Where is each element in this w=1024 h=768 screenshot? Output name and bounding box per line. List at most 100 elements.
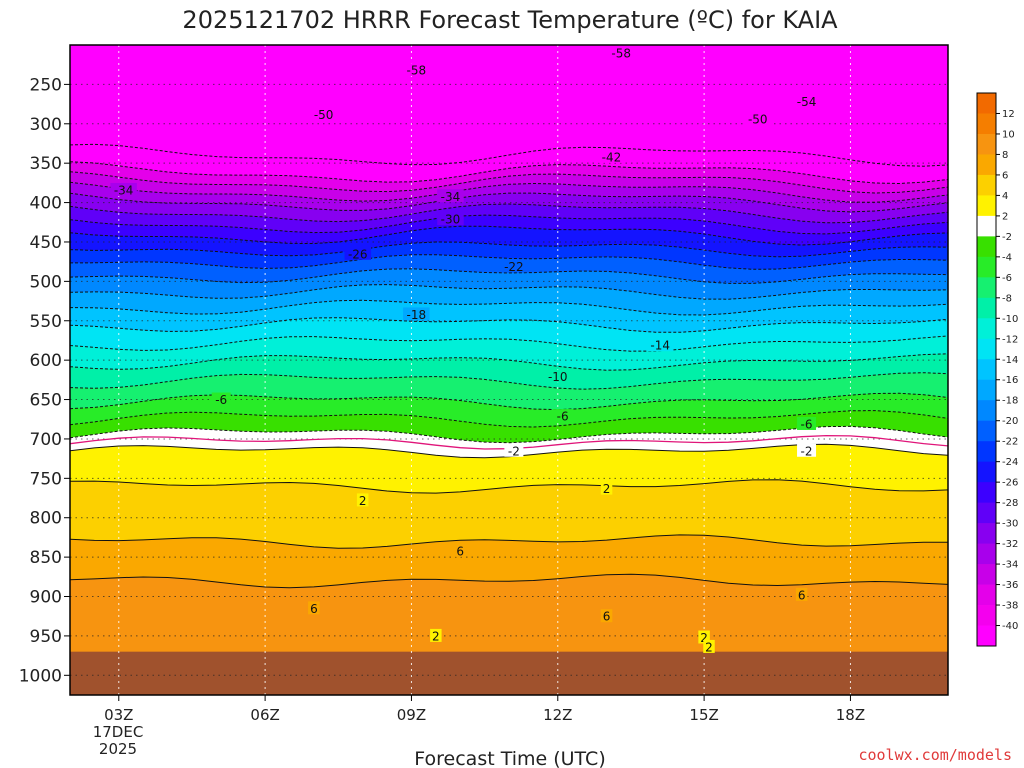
- x-tick-label-1: 06Z: [250, 706, 279, 724]
- contour-line-18: [70, 410, 948, 428]
- contour-label-24: 6: [798, 588, 806, 602]
- contour-line-7: [70, 225, 948, 246]
- contour-line-8: [70, 241, 948, 258]
- contour-label-bg-18: [797, 443, 817, 457]
- colorbar-swatch-9: [977, 277, 996, 299]
- contour-label-5: -42: [602, 150, 622, 164]
- colorbar-swatch-22: [977, 543, 996, 565]
- colorbar-swatch-20: [977, 502, 996, 524]
- contour-label-18: -2: [801, 444, 813, 458]
- contour-line-21: [70, 479, 948, 494]
- contour-label-20: 2: [603, 482, 611, 496]
- contour-line-13: [70, 317, 948, 333]
- contour-label-bg-9: [344, 246, 372, 260]
- contour-line-0: [70, 143, 948, 167]
- contour-label-17: -2: [508, 444, 520, 458]
- y-tick-label-11: 800: [30, 509, 62, 529]
- x-tick-label-2: 09Z: [397, 706, 426, 724]
- contour-label-bg-14: [211, 392, 231, 406]
- colorbar-swatch-24: [977, 584, 996, 606]
- colorbar-swatch-23: [977, 564, 996, 585]
- colorbar-swatch-0: [977, 93, 996, 114]
- y-tick-label-14: 950: [30, 627, 62, 647]
- contour-label-bg-5: [598, 149, 625, 163]
- colorbar-swatch-11: [977, 318, 996, 340]
- contour-label-1: -58: [407, 64, 427, 78]
- contour-label-16: -6: [801, 417, 813, 431]
- x-axis-label: Forecast Time (UTC): [414, 748, 605, 768]
- x-tick-label-0: 03Z: [104, 706, 133, 724]
- contour-label-bg-1: [403, 63, 430, 77]
- colorbar-tick-label-23: -36: [1002, 580, 1018, 591]
- contour-line-16: [70, 372, 948, 390]
- contour-label-10: -22: [504, 260, 524, 274]
- contour-line-5: [70, 203, 948, 224]
- contour-label-0: -58: [611, 46, 631, 60]
- y-tick-label-1: 300: [30, 115, 62, 135]
- ground-layer: [70, 651, 948, 695]
- colorbar-tick-label-0: 12: [1002, 109, 1015, 120]
- y-tick-label-13: 900: [30, 588, 62, 608]
- x-axis: 03Z 06Z 09Z 12Z 15Z 18Z: [104, 695, 865, 724]
- colorbar-swatch-3: [977, 154, 996, 176]
- y-tick-label-15: 1000: [19, 666, 62, 686]
- colorbar-frame: [976, 92, 997, 647]
- colorbar-tick-label-24: -38: [1002, 601, 1018, 612]
- y-axis: 250 300 350 400 450 500 550 600 650 700 750 800 850 9…: [19, 75, 70, 686]
- contour-line-12: [70, 299, 948, 316]
- contour-label-bg-2: [793, 94, 820, 108]
- colorbar-tick-label-15: -20: [1002, 416, 1018, 427]
- y-tick-label-4: 450: [30, 233, 62, 253]
- colorbar-tick-label-19: -28: [1002, 498, 1018, 509]
- colorbar-swatch-17: [977, 441, 996, 463]
- contour-label-bg-12: [646, 338, 674, 352]
- temperature-bands: [70, 45, 948, 695]
- colorbar-tick-label-22: -34: [1002, 560, 1018, 571]
- y-tick-label-9: 700: [30, 430, 62, 450]
- ground-fill: [70, 651, 948, 695]
- contour-label-bg-11: [403, 307, 430, 321]
- contour-label-bg-15: [553, 409, 573, 423]
- contour-label-12: -14: [650, 339, 670, 353]
- colorbar-tick-label-7: -4: [1002, 252, 1012, 263]
- colorbar-swatch-21: [977, 523, 996, 544]
- colorbar-swatch-4: [977, 174, 996, 196]
- contour-label-bg-4: [744, 112, 772, 126]
- colorbar-tick-label-21: -32: [1002, 539, 1018, 550]
- contour-label-26: 2: [700, 631, 708, 645]
- colorbar-tick-label-16: -22: [1002, 437, 1018, 448]
- contour-line-23: [70, 573, 948, 589]
- contour-label-4: -50: [748, 113, 768, 127]
- contour-label-22: 6: [310, 602, 318, 616]
- contour-label-9: -26: [348, 247, 368, 261]
- contour-line-2: [70, 171, 948, 194]
- colorbar-tick-label-13: -16: [1002, 375, 1018, 386]
- contour-label-19: 2: [359, 494, 367, 508]
- y-tick-label-8: 650: [30, 391, 62, 411]
- colorbar-tick-label-25: -40: [1002, 621, 1018, 632]
- colorbar-tick-label-1: 10: [1002, 129, 1015, 140]
- colorbar-tick-label-14: -18: [1002, 396, 1018, 407]
- contour-label-27: 2: [705, 640, 713, 654]
- colorbar-tick-label-17: -24: [1002, 457, 1018, 468]
- contour-labels: -58-58-54-50 -50-42-34 -34-30-26-22-18-14-…: [110, 45, 820, 654]
- contour-label-bg-13: [544, 369, 572, 383]
- colorbar-swatch-5: [977, 195, 996, 217]
- contour-label-bg-8: [437, 212, 464, 226]
- x-tick-label-5: 18Z: [836, 706, 865, 724]
- contour-label-8: -30: [441, 213, 461, 227]
- colorbar-tick-label-2: 8: [1002, 150, 1008, 161]
- contour-line-1: [70, 161, 948, 185]
- contour-label-14: -6: [215, 393, 227, 407]
- y-tick-label-6: 550: [30, 312, 62, 332]
- contour-line-10: [70, 268, 948, 284]
- colorbar-swatch-2: [977, 133, 996, 155]
- colorbar-swatch-16: [977, 420, 996, 442]
- colorbar-swatch-6: [977, 215, 996, 237]
- contour-label-23: 6: [603, 610, 611, 624]
- credit-text: coolwx.com/models: [858, 746, 1012, 764]
- contour-label-bg-7: [437, 189, 464, 203]
- plot-area: -58-58-54-50 -50-42-34 -34-30-26-22-18-14-…: [70, 45, 948, 695]
- contour-label-bg-17: [504, 443, 524, 457]
